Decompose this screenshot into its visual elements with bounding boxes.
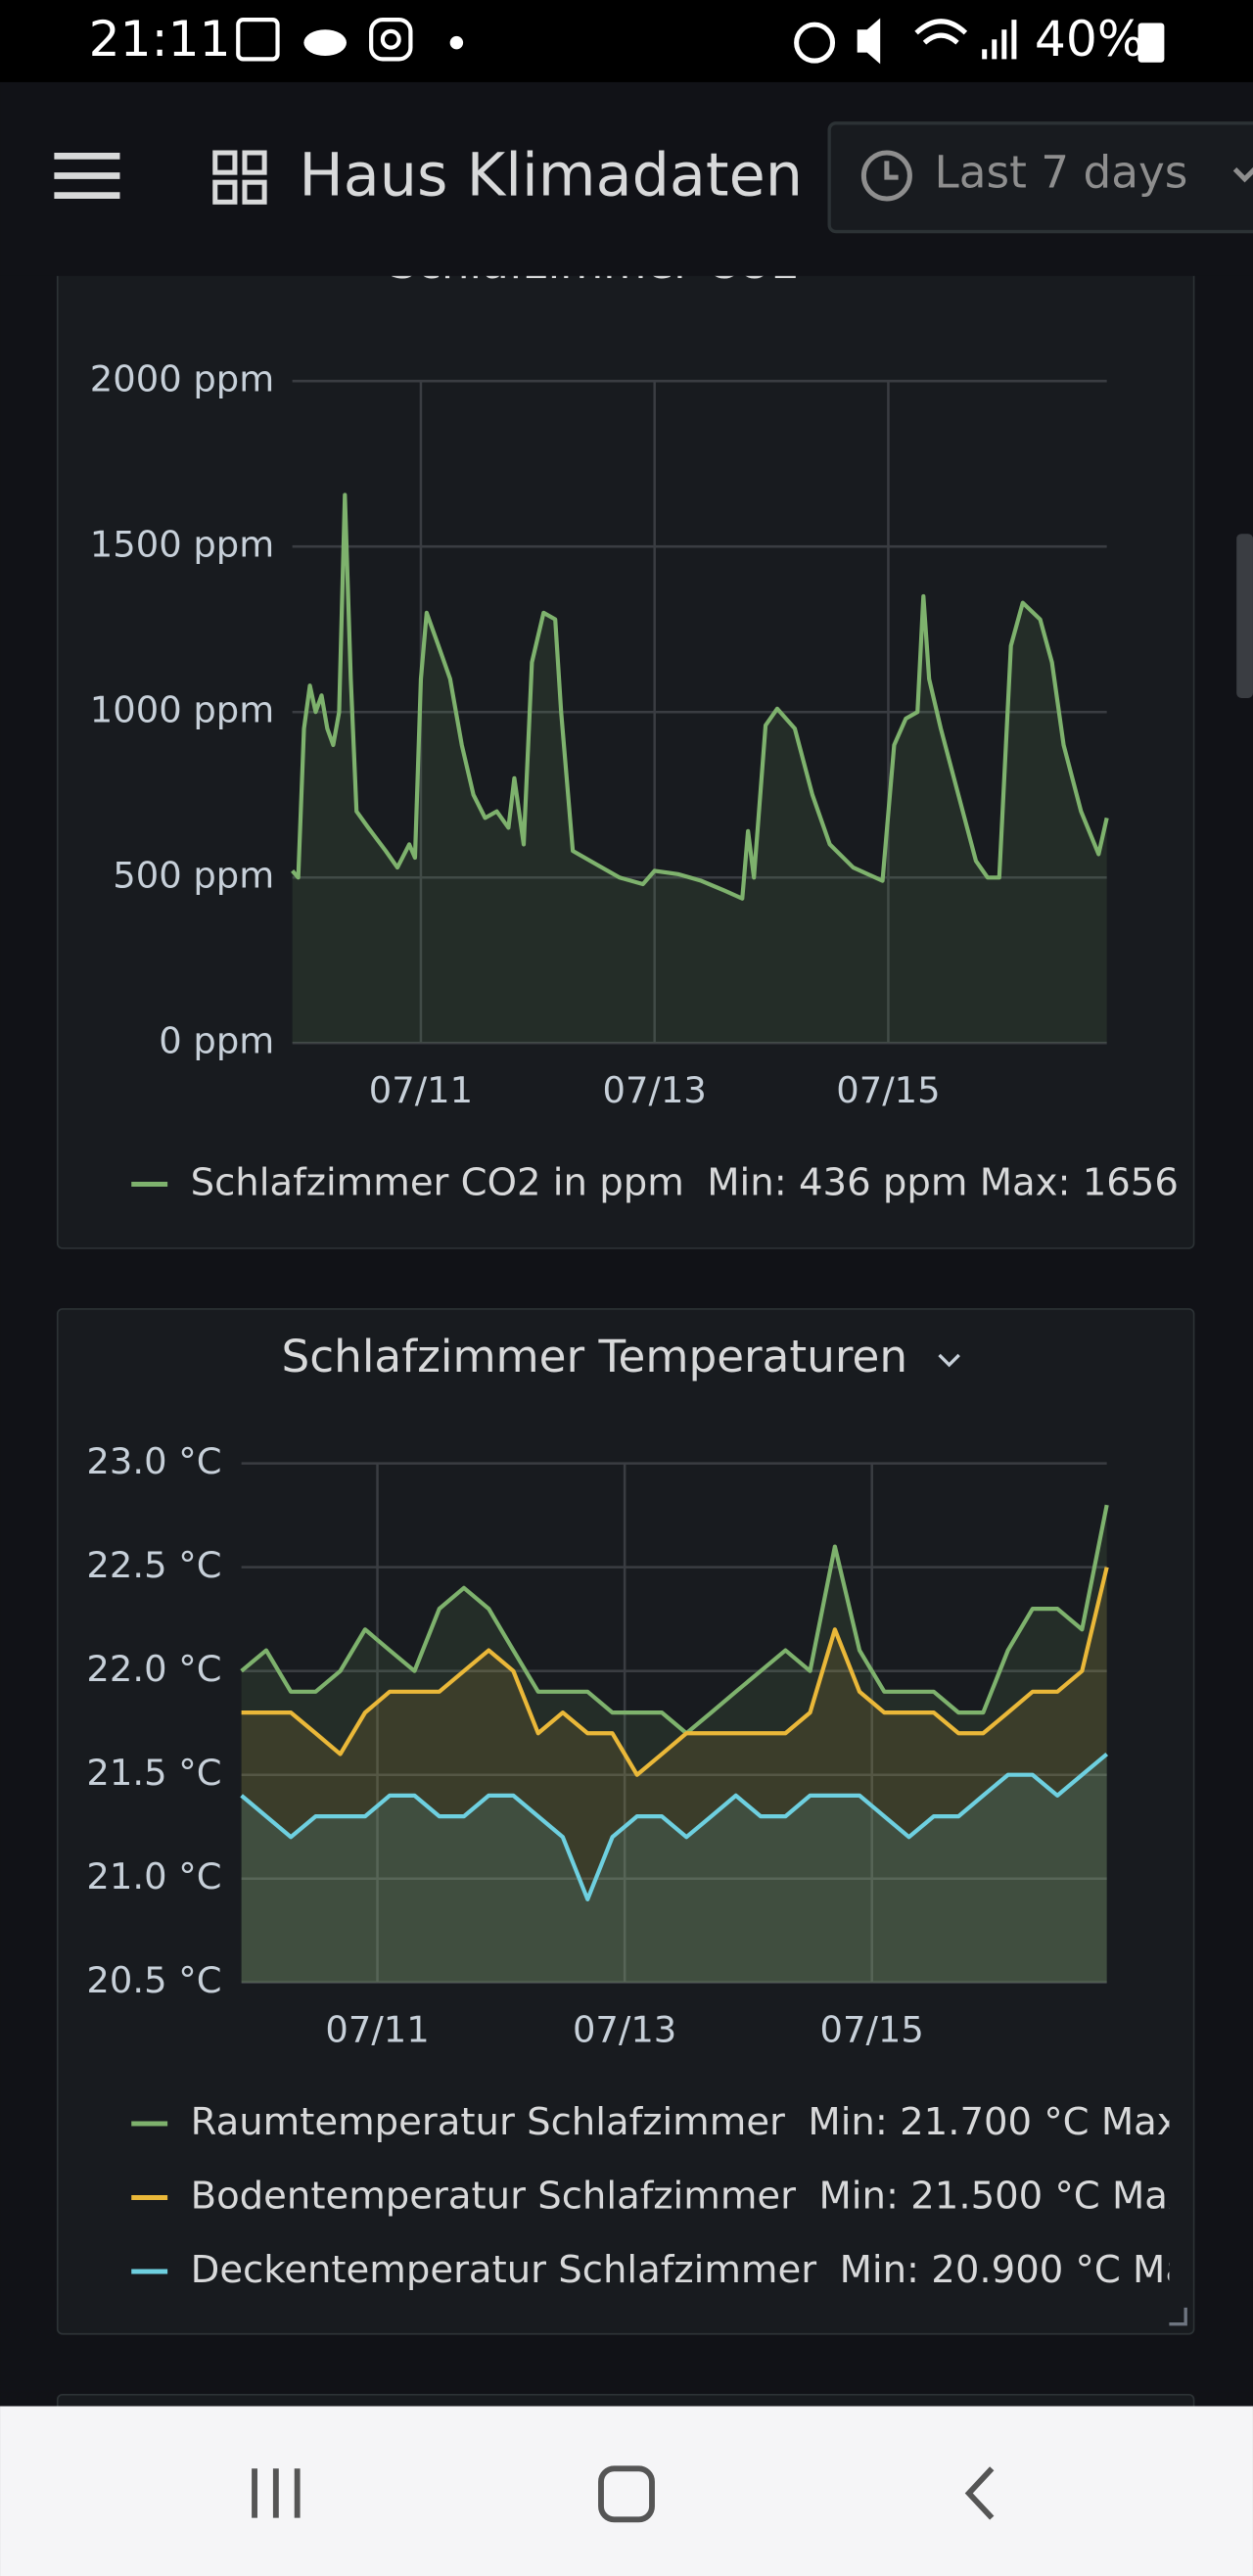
legend-values: Min: 21.700 °C Max: <box>808 2100 1191 2144</box>
legend-values: Min: 20.900 °C Ma <box>840 2247 1188 2291</box>
legend-name: Bodentemperatur Schlafzimmer <box>191 2174 797 2218</box>
y-tick-label: 21.0 °C <box>86 1855 221 1897</box>
clock: 21:11 <box>89 10 231 68</box>
series-area <box>292 494 1107 1044</box>
battery-level: 40% <box>1035 10 1144 68</box>
legend-values: Min: 21.500 °C Max <box>819 2174 1190 2218</box>
y-tick-label: 2000 ppm <box>90 358 274 400</box>
y-tick-label: 1500 ppm <box>90 524 274 566</box>
y-tick-label: 500 ppm <box>113 855 274 897</box>
y-tick-label: 0 ppm <box>159 1020 274 1062</box>
panel-title: Schlafzimmer Temperaturen <box>281 1331 907 1382</box>
y-tick-label: 22.0 °C <box>86 1648 221 1690</box>
legend-entry[interactable]: Schlafzimmer CO2 in ppm Min: 436 ppm Max:… <box>191 1160 1179 1204</box>
series-line <box>291 492 1109 901</box>
y-tick-label: 21.5 °C <box>86 1752 221 1794</box>
legend-entry[interactable]: Bodentemperatur Schlafzimmer Min: 21.500 … <box>191 2174 1190 2218</box>
dashboard-icon <box>212 150 267 205</box>
time-picker[interactable] <box>827 121 1253 234</box>
chevron <box>1232 167 1253 183</box>
x-tick-label: 07/11 <box>369 1069 473 1111</box>
x-tick-label: 07/13 <box>573 2009 676 2051</box>
clock-hands <box>884 161 899 180</box>
back-button[interactable] <box>964 2466 995 2520</box>
x-tick-label: 07/13 <box>603 1069 707 1111</box>
panel-content: Schlafzimmer Temperaturen 20.5 °C 21.0 °C 2… <box>86 1331 1192 2292</box>
series-line <box>240 1504 1109 1736</box>
y-tick-label: 22.5 °C <box>86 1544 221 1586</box>
series-line <box>240 1752 1109 1901</box>
series-line <box>241 1567 1109 1777</box>
series-area <box>241 1567 1107 1983</box>
time-range[interactable]: Last 7 days <box>935 146 1188 198</box>
recent-apps-button[interactable] <box>252 2468 301 2518</box>
x-tick-label: 07/15 <box>820 2009 924 2051</box>
menu-button[interactable] <box>54 153 120 199</box>
legend-name: Schlafzimmer CO2 in ppm <box>191 1160 684 1204</box>
x-tick-label: 07/15 <box>836 1069 940 1111</box>
status-bar <box>0 0 1253 82</box>
y-tick-label: 1000 ppm <box>90 689 274 731</box>
title-menu-icon[interactable] <box>938 1353 960 1368</box>
legend-name: Raumtemperatur Schlafzimmer <box>191 2100 785 2144</box>
x-tick-label: 07/11 <box>325 2009 429 2051</box>
y-tick-label: 20.5 °C <box>86 1959 221 2001</box>
scrollbar <box>1236 534 1253 698</box>
series-area <box>241 1754 1107 1983</box>
home-button[interactable] <box>598 2465 655 2523</box>
dashboard-title[interactable]: Haus Klimadaten <box>299 141 803 210</box>
y-tick-label: 23.0 °C <box>86 1440 221 1482</box>
clock-icon <box>860 150 912 202</box>
navigation-bar <box>0 2406 1253 2576</box>
resize-handle[interactable] <box>1169 2307 1187 2326</box>
legend-entry[interactable]: Raumtemperatur Schlafzimmer Min: 21.700 °… <box>191 2100 1192 2144</box>
legend-entry[interactable]: Deckentemperatur Schlafzimmer Min: 20.900… <box>191 2247 1188 2291</box>
status-icons <box>236 18 1165 65</box>
legend-values: Min: 436 ppm Max: 1656 <box>707 1160 1179 1204</box>
legend-name: Deckentemperatur Schlafzimmer <box>191 2247 817 2291</box>
